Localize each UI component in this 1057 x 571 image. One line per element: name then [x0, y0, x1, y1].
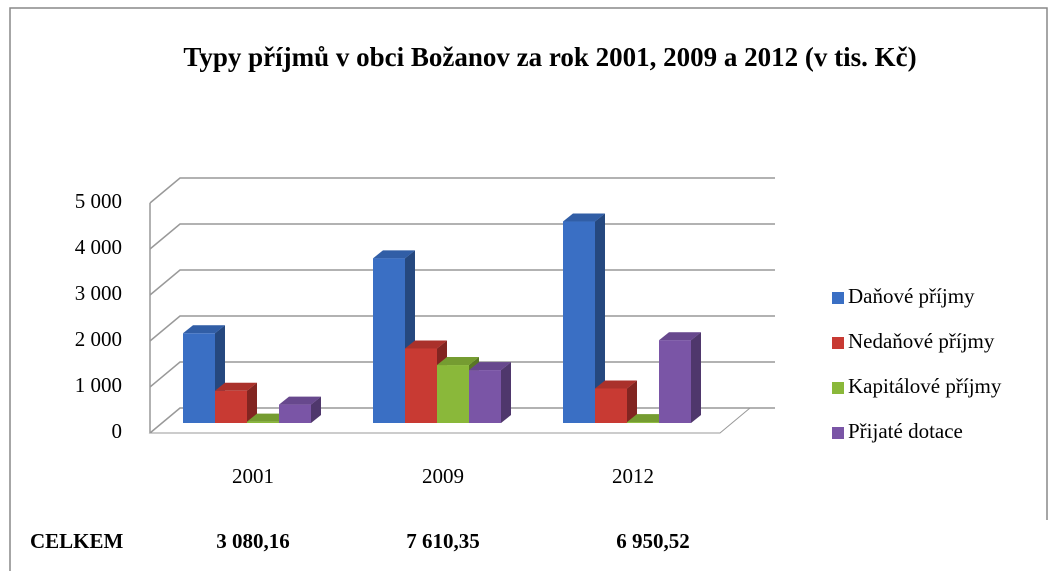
bar	[437, 365, 469, 423]
legend-label: Nedaňové příjmy	[848, 329, 995, 353]
legend-swatch	[832, 382, 844, 394]
bar-top	[659, 332, 701, 341]
bar-shade	[595, 213, 605, 423]
bar	[659, 340, 691, 423]
bar-top	[595, 380, 637, 389]
total-value: 7 610,35	[406, 529, 480, 553]
bar-shade	[437, 357, 479, 366]
back-wall	[150, 178, 180, 433]
bar-top	[247, 413, 289, 422]
bar-shade	[469, 362, 511, 371]
x-tick-label: 2009	[422, 464, 464, 488]
bar	[627, 422, 659, 423]
bar-shade	[501, 362, 511, 423]
bar-shade	[311, 396, 321, 423]
legend-label: Kapitálové příjmy	[848, 374, 1002, 398]
x-tick-label: 2001	[232, 464, 274, 488]
bar	[247, 421, 279, 423]
bar-side	[691, 332, 701, 423]
legend-swatch	[832, 427, 844, 439]
y-tick-label: 1 000	[75, 373, 122, 397]
chart-frame	[9, 7, 1048, 571]
bar-top	[373, 250, 415, 259]
bar-shade	[691, 332, 701, 423]
total-value: 6 950,52	[616, 529, 690, 553]
bar-top	[437, 357, 479, 366]
bar-shade	[215, 382, 257, 391]
bar	[595, 388, 627, 423]
bar-shade	[405, 340, 447, 349]
y-tick-label: 0	[112, 419, 123, 443]
bar-top	[563, 213, 605, 222]
y-tick-label: 2 000	[75, 327, 122, 351]
bar-shade	[595, 380, 637, 389]
bar	[563, 221, 595, 423]
chart-title: Typy příjmů v obci Božanov za rok 2001, …	[183, 42, 917, 72]
bar-shade	[627, 414, 669, 423]
bar-top	[183, 325, 225, 334]
legend-swatch	[832, 292, 844, 304]
bar	[215, 390, 247, 423]
grid-line	[149, 177, 775, 204]
bar-top	[405, 340, 447, 349]
grid-line	[149, 269, 775, 296]
bar-side	[595, 213, 605, 423]
bar	[183, 333, 215, 423]
bar-shade	[247, 382, 257, 423]
legend-swatch	[832, 337, 844, 349]
bar-shade	[373, 250, 415, 259]
legend-label: Přijaté dotace	[848, 419, 963, 443]
bar	[469, 370, 501, 423]
bar-shade	[659, 332, 701, 341]
grid-line	[149, 223, 775, 250]
total-value: 3 080,16	[216, 529, 290, 553]
bar-side	[247, 382, 257, 423]
x-tick-label: 2012	[612, 464, 654, 488]
y-tick-label: 4 000	[75, 235, 122, 259]
legend-label: Daňové příjmy	[848, 284, 975, 308]
bar-shade	[183, 325, 225, 334]
y-tick-label: 5 000	[75, 189, 122, 213]
bar	[279, 404, 311, 423]
bar-shade	[279, 396, 321, 405]
bar	[373, 258, 405, 423]
bar	[405, 348, 437, 423]
bar-side	[627, 380, 637, 423]
bar-side	[311, 396, 321, 423]
bar-top	[279, 396, 321, 405]
totals-label: CELKEM	[30, 529, 124, 553]
bar-shade	[563, 213, 605, 222]
bar-top	[215, 382, 257, 391]
y-tick-label: 3 000	[75, 281, 122, 305]
bar-top	[469, 362, 511, 371]
bar-shade	[247, 413, 289, 422]
bar-top	[627, 414, 669, 423]
bar-side	[501, 362, 511, 423]
bar-shade	[627, 380, 637, 423]
